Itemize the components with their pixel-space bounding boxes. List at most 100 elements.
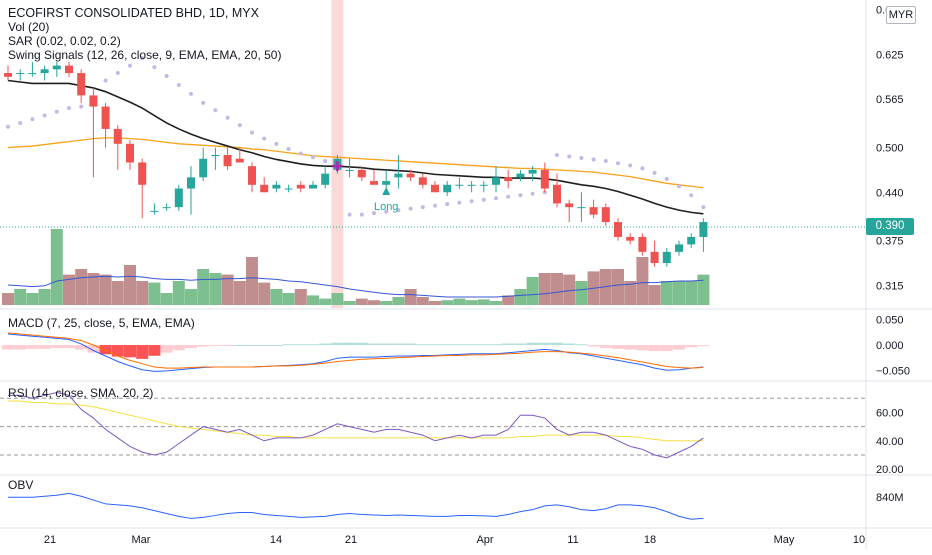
- candle-body: [406, 173, 415, 178]
- candle-body: [284, 188, 293, 190]
- candle-body: [675, 244, 683, 252]
- candle-body: [260, 184, 269, 193]
- volume-bar: [148, 282, 161, 305]
- volume-bar: [673, 281, 685, 305]
- indicator-swing-signals[interactable]: Swing Signals (12, 26, close, 9, EMA, EM…: [8, 48, 282, 62]
- macd-histogram-bar: [209, 345, 222, 346]
- candle-body: [540, 169, 549, 189]
- candle-body: [699, 222, 708, 237]
- macd-histogram-bar: [599, 345, 612, 349]
- rsi-pane-title[interactable]: RSI (14, close, SMA, 20, 2): [8, 386, 154, 400]
- price-axis-tick: 0.625: [876, 49, 904, 61]
- sar-dot: [225, 115, 230, 120]
- macd-histogram-bar: [551, 342, 563, 345]
- candle-body: [650, 251, 659, 264]
- volume-bar: [2, 293, 14, 305]
- macd-histogram-bar: [111, 345, 124, 357]
- macd-histogram-bar: [233, 345, 246, 346]
- macd-histogram-bar: [331, 342, 344, 345]
- candle-body: [589, 207, 598, 215]
- macd-histogram-bar: [282, 344, 295, 346]
- sar-dot: [408, 206, 413, 211]
- macd-histogram-bar: [429, 344, 441, 346]
- symbol-title[interactable]: ECOFIRST CONSOLIDATED BHD, 1D, MYX: [8, 6, 259, 20]
- sar-dot: [652, 170, 657, 175]
- macd-histogram-bar: [660, 345, 673, 352]
- candle-body: [235, 158, 244, 163]
- candle-body: [626, 236, 635, 241]
- volume-bar: [111, 281, 124, 305]
- indicator-volume[interactable]: Vol (20): [8, 20, 50, 34]
- macd-histogram-bar: [563, 343, 576, 345]
- volume-bar: [465, 300, 478, 305]
- sar-dot: [518, 193, 523, 198]
- macd-histogram-bar: [50, 345, 63, 349]
- candle-body: [187, 177, 195, 189]
- last-price-badge: 0.390: [866, 218, 914, 235]
- time-axis-tick: 21: [44, 534, 56, 546]
- price-axis-tick: 0.315: [876, 280, 904, 292]
- volume-bar: [160, 293, 173, 305]
- macd-histogram-bar: [612, 345, 624, 349]
- volume-bar: [99, 274, 112, 305]
- macd-histogram-bar: [368, 343, 380, 345]
- macd-histogram-bar: [307, 344, 319, 346]
- price-axis-tick: 0.500: [876, 143, 904, 155]
- macd-signal-line: [7, 332, 704, 369]
- macd-histogram-bar: [185, 345, 197, 349]
- macd-histogram-bar: [490, 344, 502, 346]
- volume-bar: [551, 273, 563, 305]
- macd-histogram-bar: [14, 345, 27, 350]
- candle-body: [309, 184, 317, 189]
- candle-body: [272, 184, 281, 189]
- long-signal-arrow: [382, 187, 391, 195]
- volume-bar: [563, 274, 576, 305]
- candle-body: [199, 158, 208, 178]
- volume-bar: [282, 293, 295, 305]
- macd-histogram-bar: [87, 345, 100, 353]
- sar-dot: [372, 211, 376, 216]
- currency-badge[interactable]: MYR: [886, 6, 916, 24]
- sar-dot: [189, 91, 193, 96]
- rsi-axis-tick: 40.00: [876, 436, 904, 448]
- long-signal-label: Long: [374, 201, 398, 213]
- sar-dot: [445, 202, 450, 207]
- macd-histogram-bar: [636, 345, 649, 351]
- sar-dot: [298, 151, 303, 156]
- candle-body: [28, 73, 37, 75]
- candle-body: [467, 184, 476, 186]
- sar-dot: [396, 208, 401, 213]
- time-axis-tick: Apr: [476, 534, 493, 546]
- macd-histogram-bar: [673, 345, 685, 350]
- candle-body: [4, 73, 12, 77]
- candle-body: [394, 173, 403, 178]
- volume-bar: [392, 297, 405, 305]
- sar-dot: [176, 82, 181, 87]
- sar-dot: [152, 65, 157, 70]
- volume-bar: [685, 281, 698, 305]
- volume-bar: [87, 273, 100, 305]
- macd-histogram-bar: [502, 343, 515, 345]
- candle-body: [248, 166, 256, 185]
- macd-histogram-bar: [477, 344, 490, 346]
- obv-pane-title[interactable]: OBV: [8, 478, 34, 492]
- volume-bar: [209, 273, 222, 305]
- volume-bar: [221, 274, 234, 305]
- volume-bar: [624, 281, 637, 305]
- macd-histogram-bar: [404, 343, 417, 345]
- time-axis-tick: Mar: [132, 534, 151, 546]
- candle-body: [40, 69, 49, 74]
- ema50-line: [7, 137, 704, 189]
- sar-dot: [201, 100, 206, 105]
- candle-body: [528, 169, 537, 174]
- volume-bar: [612, 269, 624, 305]
- indicator-sar[interactable]: SAR (0.02, 0.02, 0.2): [8, 34, 121, 48]
- macd-pane-title[interactable]: MACD (7, 25, close, 5, EMA, EMA): [8, 316, 195, 330]
- sar-dot: [664, 176, 669, 181]
- time-axis-tick: 14: [270, 534, 282, 546]
- sar-dot: [506, 194, 511, 199]
- volume-bar: [294, 289, 307, 305]
- volume-bar: [50, 229, 63, 305]
- volume-bar: [75, 269, 88, 305]
- sar-dot: [42, 113, 47, 118]
